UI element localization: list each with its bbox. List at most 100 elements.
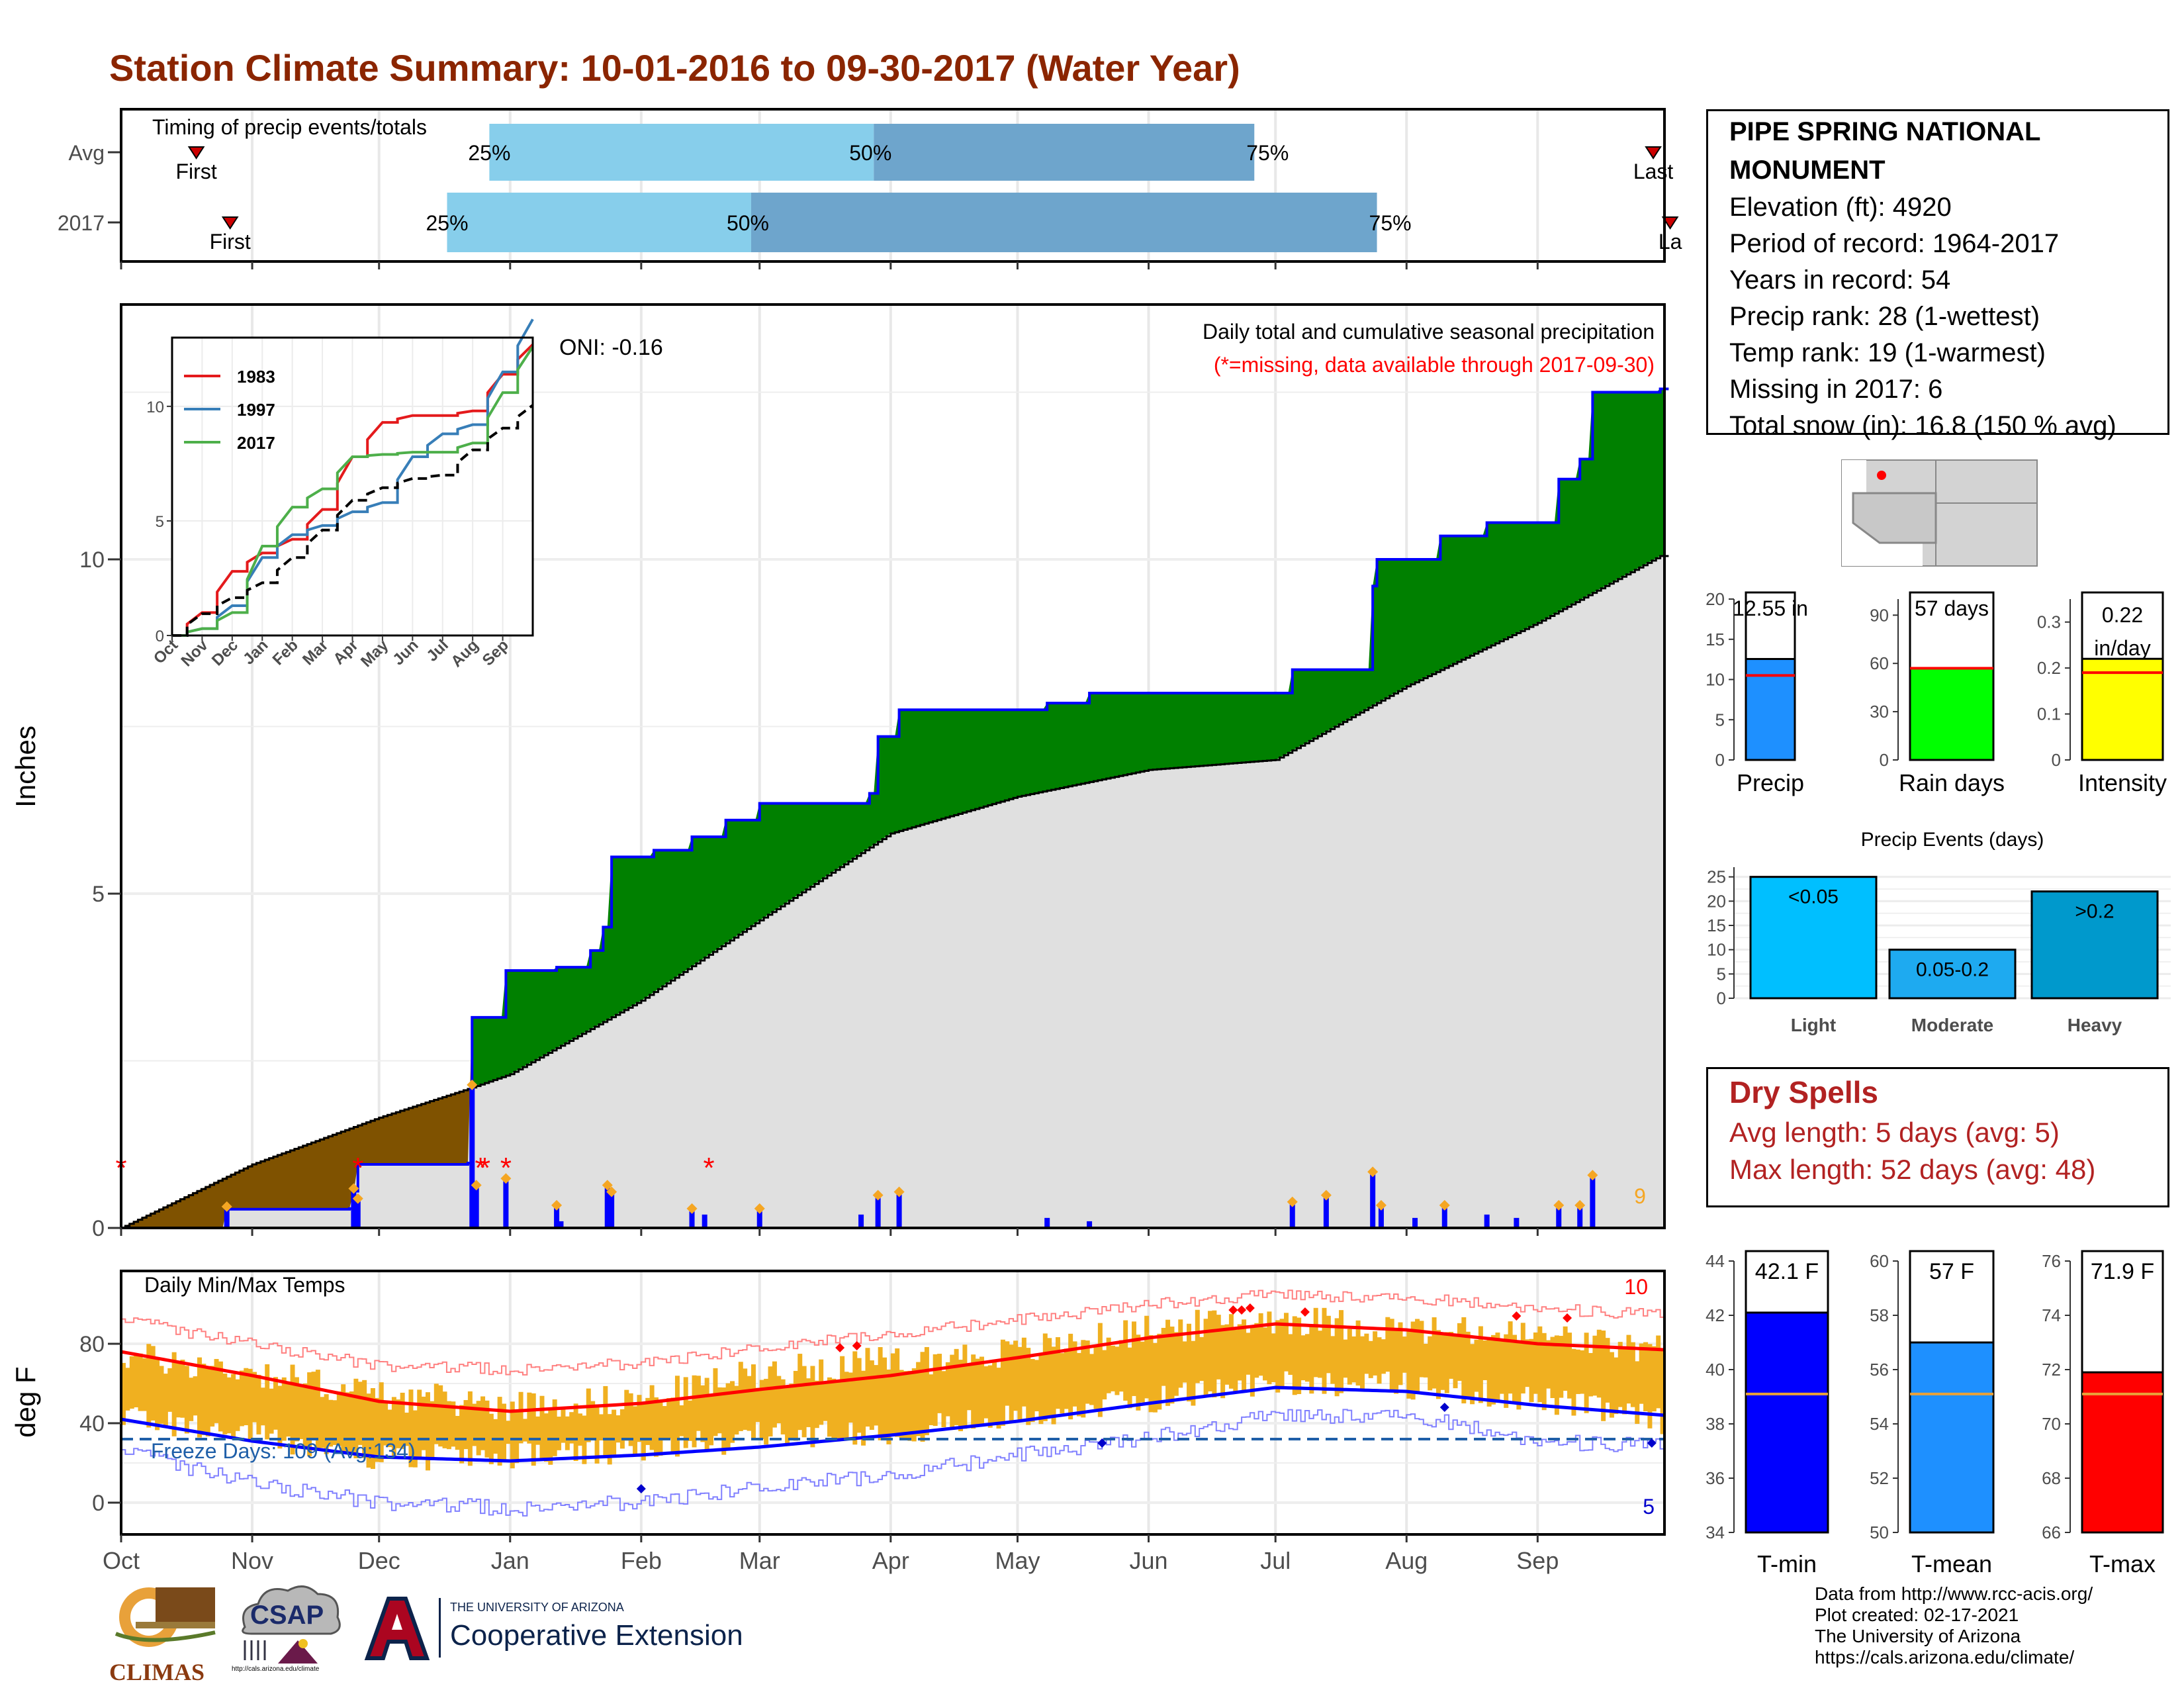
temp-daily-bar bbox=[502, 1403, 507, 1460]
precip-event-count: 9 bbox=[1634, 1184, 1646, 1208]
precip-summary-0-y-tick-label: 0 bbox=[1715, 750, 1725, 770]
temp-daily-bar bbox=[1157, 1333, 1162, 1410]
temp-daily-bar bbox=[548, 1410, 553, 1465]
temp-daily-bar bbox=[831, 1378, 837, 1441]
timing-last-marker bbox=[1661, 216, 1679, 230]
precip-panel-border bbox=[120, 303, 1666, 1229]
temp-daily-bar bbox=[950, 1354, 955, 1428]
precip-daily-bar bbox=[1323, 1197, 1329, 1228]
precip-event-marker bbox=[551, 1199, 563, 1211]
temp-daily-bar bbox=[1055, 1337, 1060, 1409]
temp-daily-bar bbox=[294, 1377, 299, 1442]
temp-daily-bar bbox=[1575, 1349, 1580, 1394]
precip-daily-bar bbox=[1556, 1207, 1562, 1228]
temp-daily-bar bbox=[226, 1377, 232, 1434]
temp-daily-bar bbox=[1047, 1338, 1052, 1416]
temp-daily-bar bbox=[666, 1398, 672, 1438]
temp-daily-bar bbox=[497, 1397, 502, 1466]
temp-daily-bar bbox=[1068, 1333, 1073, 1420]
temp-daily-bar bbox=[1330, 1336, 1336, 1384]
temp-daily-bar bbox=[1580, 1350, 1585, 1394]
precip-event-marker bbox=[1553, 1199, 1565, 1211]
temp-x-tick-label: Apr bbox=[872, 1547, 909, 1574]
temp-daily-bar bbox=[155, 1358, 160, 1430]
temp-daily-bar bbox=[785, 1385, 790, 1446]
temp-daily-bar bbox=[983, 1366, 989, 1419]
temp-daily-bar bbox=[658, 1401, 663, 1456]
precip-summary-0-y-tick-label: 10 bbox=[1706, 670, 1725, 690]
temp-daily-bar bbox=[1609, 1352, 1614, 1418]
temp-daily-bar bbox=[231, 1374, 236, 1440]
precip-summary-2-bar bbox=[2081, 657, 2164, 761]
temp-daily-bar bbox=[1224, 1324, 1230, 1385]
temp-summary-0-bar bbox=[1745, 1311, 1829, 1534]
temp-daily-bar bbox=[1178, 1319, 1183, 1388]
temp-daily-bar bbox=[670, 1397, 676, 1454]
temp-y-axis-label: deg F bbox=[10, 1366, 41, 1437]
temp-daily-bar bbox=[1297, 1317, 1302, 1394]
temp-daily-bar bbox=[391, 1397, 396, 1457]
temp-daily-bar bbox=[1152, 1342, 1158, 1413]
precip-summary-0-y-tick-label: 20 bbox=[1706, 589, 1725, 609]
temp-daily-bar bbox=[1601, 1330, 1606, 1421]
temp-summary-2-y-tick-label: 66 bbox=[2042, 1523, 2061, 1542]
temp-daily-bar bbox=[1000, 1339, 1005, 1426]
temp-daily-bar bbox=[1144, 1315, 1150, 1399]
timing-last-label: La bbox=[1659, 230, 1682, 254]
temp-summary-0-y-tick-label: 34 bbox=[1706, 1523, 1725, 1542]
temp-avg-max-line bbox=[120, 1322, 1665, 1413]
temp-daily-bar bbox=[472, 1403, 477, 1446]
temp-daily-bar bbox=[484, 1400, 490, 1458]
temp-daily-bar bbox=[1246, 1333, 1251, 1375]
temp-record-max-line bbox=[121, 1289, 1664, 1376]
temp-daily-bar bbox=[193, 1376, 198, 1416]
temp-daily-bar bbox=[1042, 1333, 1048, 1421]
temp-daily-bar bbox=[1339, 1310, 1344, 1393]
precip-summary-1-y-tick-label: 30 bbox=[1870, 702, 1889, 722]
timing-first-marker bbox=[187, 146, 205, 160]
temp-daily-bar bbox=[383, 1402, 388, 1446]
temp-daily-bar bbox=[1457, 1323, 1462, 1381]
temp-summary-category-label: T-min bbox=[1757, 1550, 1817, 1577]
temp-daily-bar bbox=[776, 1376, 782, 1424]
temp-daily-bar bbox=[345, 1392, 350, 1454]
temp-daily-bar bbox=[1432, 1317, 1437, 1389]
temp-daily-bar bbox=[730, 1381, 735, 1443]
precip-summary-value-label: 0.22 bbox=[2102, 603, 2143, 627]
temp-daily-bar bbox=[603, 1385, 608, 1458]
temp-daily-bar bbox=[438, 1385, 443, 1447]
temp-daily-bar bbox=[1258, 1313, 1263, 1376]
temp-daily-bar bbox=[387, 1409, 392, 1448]
temp-daily-bar bbox=[1250, 1327, 1255, 1397]
temp-daily-bar bbox=[751, 1364, 756, 1438]
temp-daily-bar bbox=[1199, 1336, 1205, 1382]
temp-daily-bar bbox=[916, 1362, 921, 1436]
precip-y-tick-label: 10 bbox=[79, 547, 105, 573]
precip-daily-bar bbox=[224, 1209, 230, 1228]
temp-daily-bar bbox=[844, 1372, 849, 1440]
precip-summary-1-y-tick-label: 90 bbox=[1870, 605, 1889, 625]
temp-daily-bar bbox=[573, 1403, 578, 1462]
temp-daily-bar bbox=[797, 1354, 803, 1430]
precip-daily-bar bbox=[604, 1188, 610, 1228]
temp-daily-bar bbox=[463, 1400, 469, 1450]
temp-daily-bar bbox=[476, 1401, 481, 1456]
temp-daily-bar bbox=[1304, 1334, 1310, 1382]
temp-daily-bar bbox=[320, 1397, 325, 1448]
temp-daily-bar bbox=[336, 1391, 341, 1446]
precip-event-marker bbox=[467, 1079, 478, 1090]
precip-missing-star: * bbox=[479, 1152, 490, 1184]
precip-daily-bar bbox=[756, 1211, 762, 1228]
dry-spells-title: Dry Spells bbox=[1729, 1075, 1878, 1109]
temp-daily-bar bbox=[1187, 1323, 1192, 1402]
temp-daily-bar bbox=[1546, 1340, 1551, 1389]
precip-missing-star: * bbox=[500, 1152, 512, 1184]
temp-daily-bar bbox=[396, 1399, 401, 1448]
temp-daily-bar bbox=[353, 1378, 359, 1458]
temp-daily-bar bbox=[954, 1348, 959, 1425]
temp-summary-0-y-tick-label: 44 bbox=[1706, 1251, 1725, 1271]
temp-daily-bar bbox=[1355, 1320, 1361, 1386]
precip-event-marker bbox=[1587, 1170, 1598, 1181]
inset-series-line-1983 bbox=[172, 343, 534, 637]
precip-daily-bar bbox=[1289, 1204, 1295, 1228]
